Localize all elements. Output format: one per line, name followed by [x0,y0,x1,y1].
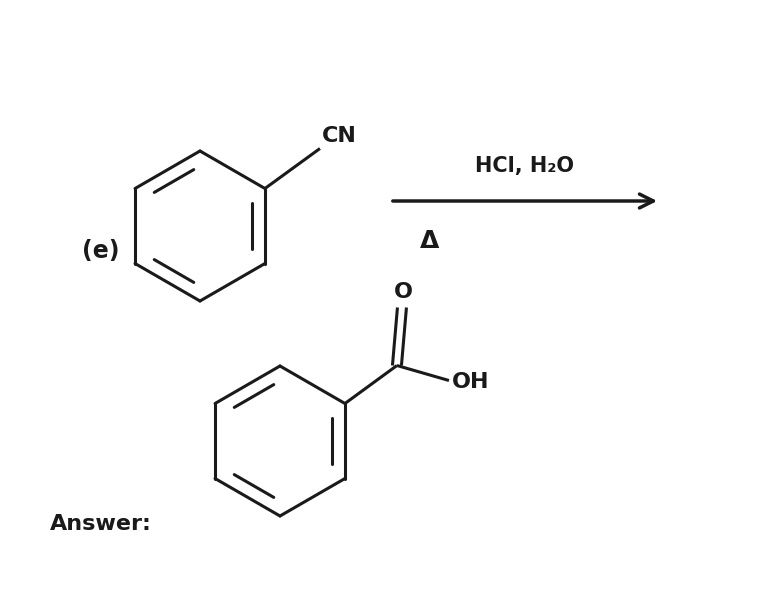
Text: Δ: Δ [420,229,440,253]
Text: O: O [394,282,412,301]
Text: HCl, H₂O: HCl, H₂O [475,156,574,176]
Text: (e): (e) [82,239,120,263]
Text: OH: OH [452,371,489,392]
Text: CN: CN [322,126,357,145]
Text: Answer:: Answer: [50,514,152,534]
